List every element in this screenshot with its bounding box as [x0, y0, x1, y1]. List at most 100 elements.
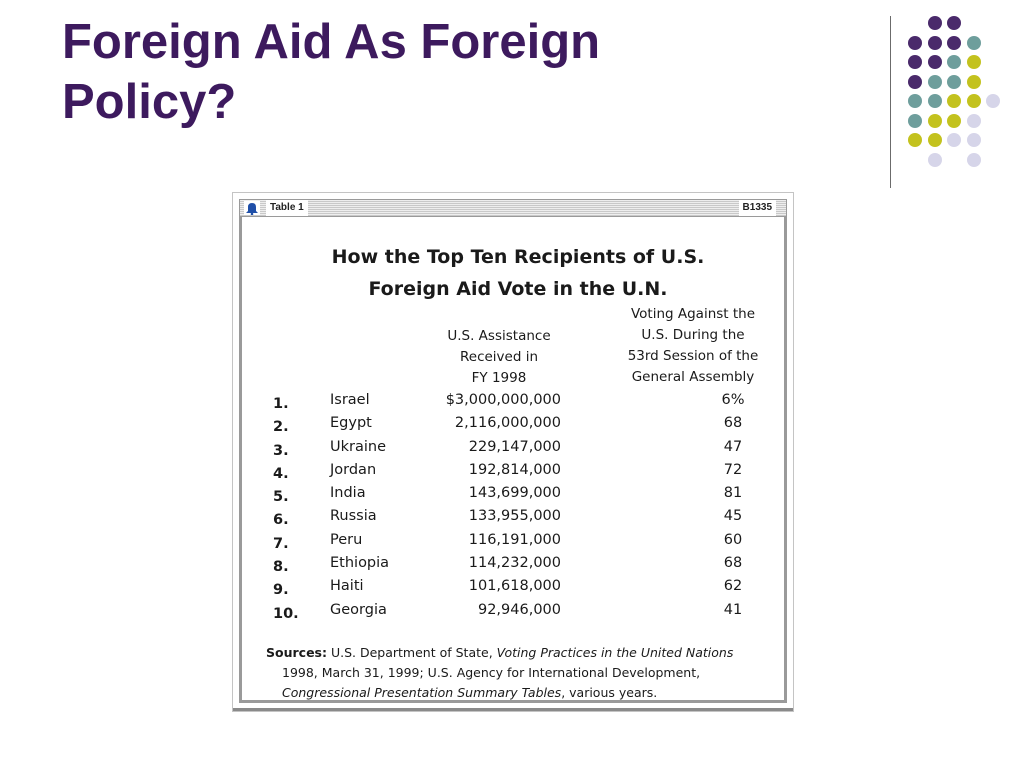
row-country: Georgia — [330, 601, 387, 618]
table-row: 3. Ukraine 229,147,000 47 — [273, 439, 773, 462]
figure-border-left — [239, 217, 242, 703]
table-title: How the Top Ten Recipients of U.S. Forei… — [293, 241, 743, 305]
sources-publication-2: Congressional Presentation Summary Table… — [282, 685, 562, 700]
figure-label: Table 1 — [266, 200, 308, 216]
row-voting-percent: 68 — [723, 415, 743, 432]
row-amount: 2,116,000,000 — [454, 415, 561, 432]
table-row: 7. Peru 116,191,000 60 — [273, 532, 773, 555]
decorative-dot — [927, 74, 942, 89]
slide-title-line-1: Foreign Aid As Foreign — [62, 15, 601, 69]
sources-text-2: 1998, March 31, 1999; U.S. Agency for In… — [282, 665, 701, 680]
sources-text-3: , various years. — [561, 685, 658, 700]
row-amount: 116,191,000 — [468, 531, 561, 548]
table-title-line-2: Foreign Aid Vote in the U.N. — [368, 278, 668, 300]
row-voting-percent: 47 — [723, 438, 743, 455]
figure-code: B1335 — [738, 200, 776, 216]
row-voting-percent: 45 — [723, 508, 743, 525]
decorative-dot — [908, 113, 922, 128]
decorative-dot — [927, 16, 942, 30]
decorative-dot — [966, 74, 981, 89]
decorative-dot — [927, 55, 942, 69]
slide-title-line-2: Policy? — [62, 75, 237, 129]
row-voting-percent: 72 — [723, 461, 743, 478]
decorative-dot — [927, 113, 942, 128]
decorative-dot — [966, 152, 981, 167]
row-voting-percent: 68 — [723, 555, 743, 572]
row-rank: 4. — [273, 465, 289, 482]
table-row: 6. Russia 133,955,000 45 — [273, 508, 773, 531]
row-rank: 1. — [273, 396, 289, 412]
decorative-dot — [908, 74, 922, 89]
table-row: 8. Ethiopia 114,232,000 68 — [273, 555, 773, 578]
row-country: Peru — [330, 531, 363, 548]
decorative-dot — [986, 94, 1000, 108]
row-rank: 5. — [273, 489, 289, 506]
row-rank: 8. — [273, 559, 289, 576]
column-header-assistance: U.S. Assistance Received in FY 1998 — [447, 328, 551, 386]
decorative-dot — [908, 133, 922, 147]
aid-table-figure: Table 1 B1335 How the Top Ten Recipients… — [232, 192, 794, 712]
bell-icon — [244, 201, 260, 216]
row-country: Haiti — [330, 578, 364, 595]
decorative-dot — [966, 35, 981, 50]
row-rank: 10. — [273, 605, 299, 622]
table-row: 9. Haiti 101,618,000 62 — [273, 578, 773, 601]
row-rank: 7. — [273, 535, 289, 552]
row-country: Russia — [330, 508, 377, 525]
row-country: Ukraine — [330, 438, 386, 455]
decorative-dot — [947, 113, 961, 128]
row-amount: 101,618,000 — [468, 578, 561, 595]
row-voting-percent: 81 — [723, 485, 743, 502]
row-country: Ethiopia — [330, 555, 390, 572]
row-amount: 92,946,000 — [477, 601, 561, 618]
decorative-dot — [908, 94, 922, 108]
decorative-dot — [947, 94, 961, 108]
decorative-dot — [908, 55, 922, 69]
row-amount: 143,699,000 — [468, 485, 561, 502]
decorative-dot — [947, 35, 961, 50]
decorative-dot — [947, 55, 961, 69]
row-rank: 3. — [273, 442, 289, 459]
row-voting-percent: 60 — [723, 531, 743, 548]
row-amount: 192,814,000 — [468, 461, 561, 478]
decorative-dot — [908, 35, 922, 50]
figure-border-right — [784, 217, 787, 703]
divider-line — [890, 16, 891, 188]
row-country: Jordan — [330, 461, 377, 478]
recipients-table: 1. Israel $3,000,000,000 6% 2. Egypt 2,116,000… — [273, 392, 773, 625]
decorative-dot — [966, 55, 981, 69]
table-row: 10. Georgia 92,946,000 41 — [273, 602, 773, 625]
row-country: Israel — [330, 392, 370, 408]
decorative-dot — [927, 94, 942, 108]
figure-border-bottom — [239, 700, 787, 703]
decorative-dot — [947, 133, 961, 147]
figure-header-bar: Table 1 B1335 — [239, 199, 787, 217]
row-country: Egypt — [330, 415, 372, 432]
decorative-dot — [966, 94, 981, 108]
sources-text-1: U.S. Department of State, — [330, 645, 493, 660]
decorative-dot — [927, 152, 942, 167]
row-amount: 133,955,000 — [468, 508, 561, 525]
decorative-dot-grid — [904, 14, 1016, 167]
decorative-dot — [947, 74, 961, 89]
decorative-dot — [966, 113, 981, 128]
row-rank: 9. — [273, 582, 289, 599]
decorative-dot — [927, 133, 942, 147]
row-rank: 2. — [273, 419, 289, 436]
table-row: 5. India 143,699,000 81 — [273, 485, 773, 508]
decorative-dot — [947, 16, 961, 30]
row-amount: 229,147,000 — [468, 438, 561, 455]
table-row: 4. Jordan 192,814,000 72 — [273, 462, 773, 485]
sources-publication-1: Voting Practices in the United Nations — [496, 645, 734, 660]
row-voting-percent: 62 — [723, 578, 743, 595]
decorative-dot — [966, 133, 981, 147]
row-amount: 114,232,000 — [468, 555, 561, 572]
decorative-dot — [927, 35, 942, 50]
column-header-voting: Voting Against the U.S. During the 53rd … — [627, 306, 759, 385]
slide-title: Foreign Aid As Foreign Policy? — [62, 12, 862, 132]
table-row: 2. Egypt 2,116,000,000 68 — [273, 415, 773, 438]
table-title-line-1: How the Top Ten Recipients of U.S. — [331, 246, 705, 268]
row-country: India — [330, 485, 366, 502]
row-rank: 6. — [273, 512, 289, 529]
row-voting-percent: 41 — [723, 601, 743, 618]
